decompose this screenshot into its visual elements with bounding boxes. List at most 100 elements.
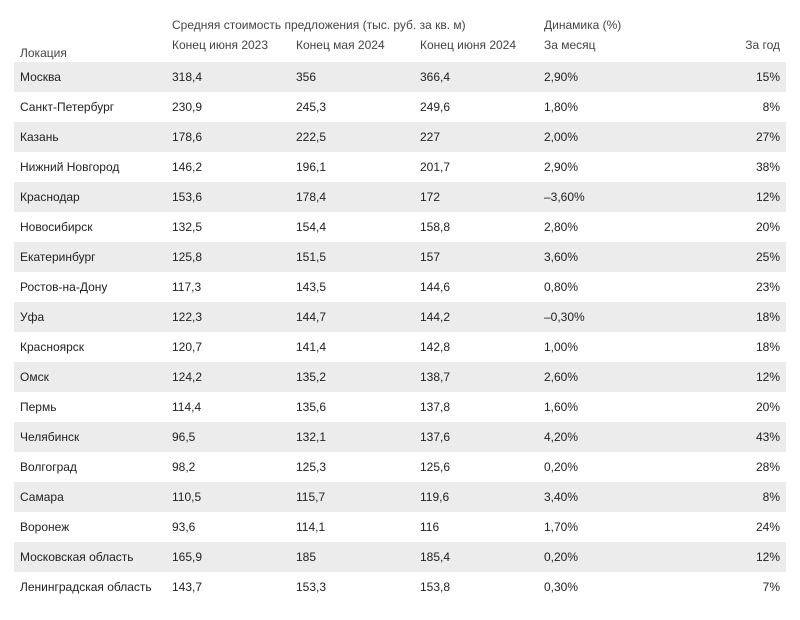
cell-p3: 144,2	[414, 302, 538, 332]
cell-location: Челябинск	[14, 422, 166, 452]
cell-location: Волгоград	[14, 452, 166, 482]
cell-p1: 230,9	[166, 92, 290, 122]
cell-location: Московская область	[14, 542, 166, 572]
cell-p3: 366,4	[414, 62, 538, 92]
header-dyn-group: Динамика (%)	[538, 10, 786, 34]
cell-p1: 318,4	[166, 62, 290, 92]
cell-p3: 137,8	[414, 392, 538, 422]
table-row: Нижний Новгород146,2196,1201,72,90%38%	[14, 152, 786, 182]
header-dy: За год	[662, 34, 786, 62]
cell-dy: 28%	[662, 452, 786, 482]
cell-location: Казань	[14, 122, 166, 152]
cell-p1: 96,5	[166, 422, 290, 452]
cell-p2: 114,1	[290, 512, 414, 542]
table-row: Санкт-Петербург230,9245,3249,61,80%8%	[14, 92, 786, 122]
cell-p1: 178,6	[166, 122, 290, 152]
cell-p3: 157	[414, 242, 538, 272]
table-row: Уфа122,3144,7144,2–0,30%18%	[14, 302, 786, 332]
cell-dy: 20%	[662, 212, 786, 242]
cell-location: Ростов-на-Дону	[14, 272, 166, 302]
cell-location: Пермь	[14, 392, 166, 422]
cell-dm: 2,90%	[538, 152, 662, 182]
cell-dy: 12%	[662, 542, 786, 572]
table-row: Самара110,5115,7119,63,40%8%	[14, 482, 786, 512]
cell-dm: 0,30%	[538, 572, 662, 602]
cell-p1: 120,7	[166, 332, 290, 362]
cell-p2: 151,5	[290, 242, 414, 272]
cell-dy: 12%	[662, 362, 786, 392]
cell-location: Новосибирск	[14, 212, 166, 242]
cell-p2: 143,5	[290, 272, 414, 302]
cell-location: Москва	[14, 62, 166, 92]
header-dm: За месяц	[538, 34, 662, 62]
cell-p2: 141,4	[290, 332, 414, 362]
cell-p2: 144,7	[290, 302, 414, 332]
cell-dm: 3,60%	[538, 242, 662, 272]
cell-dy: 7%	[662, 572, 786, 602]
cell-p3: 185,4	[414, 542, 538, 572]
cell-dm: 2,90%	[538, 62, 662, 92]
cell-p3: 249,6	[414, 92, 538, 122]
cell-dm: 2,60%	[538, 362, 662, 392]
cell-p2: 135,2	[290, 362, 414, 392]
cell-dm: 1,70%	[538, 512, 662, 542]
cell-p2: 222,5	[290, 122, 414, 152]
cell-dm: 1,00%	[538, 332, 662, 362]
cell-p3: 125,6	[414, 452, 538, 482]
table-row: Москва318,4356366,42,90%15%	[14, 62, 786, 92]
cell-p1: 143,7	[166, 572, 290, 602]
cell-dy: 18%	[662, 302, 786, 332]
cell-dy: 20%	[662, 392, 786, 422]
cell-dy: 43%	[662, 422, 786, 452]
table-row: Екатеринбург125,8151,51573,60%25%	[14, 242, 786, 272]
cell-location: Омск	[14, 362, 166, 392]
header-p2: Конец мая 2024	[290, 34, 414, 62]
cell-dm: 1,60%	[538, 392, 662, 422]
cell-p2: 154,4	[290, 212, 414, 242]
cell-p2: 135,6	[290, 392, 414, 422]
cell-p2: 178,4	[290, 182, 414, 212]
cell-p3: 137,6	[414, 422, 538, 452]
cell-p2: 356	[290, 62, 414, 92]
table-row: Казань178,6222,52272,00%27%	[14, 122, 786, 152]
cell-dy: 25%	[662, 242, 786, 272]
header-p3: Конец июня 2024	[414, 34, 538, 62]
cell-location: Нижний Новгород	[14, 152, 166, 182]
cell-p1: 132,5	[166, 212, 290, 242]
table-header: Локация Средняя стоимость предложения (т…	[14, 10, 786, 62]
cell-p1: 122,3	[166, 302, 290, 332]
cell-dy: 38%	[662, 152, 786, 182]
table-row: Новосибирск132,5154,4158,82,80%20%	[14, 212, 786, 242]
cell-dm: –3,60%	[538, 182, 662, 212]
table-row: Волгоград98,2125,3125,60,20%28%	[14, 452, 786, 482]
cell-p1: 117,3	[166, 272, 290, 302]
table-row: Московская область165,9185185,40,20%12%	[14, 542, 786, 572]
cell-location: Красноярск	[14, 332, 166, 362]
cell-p2: 153,3	[290, 572, 414, 602]
cell-dy: 8%	[662, 92, 786, 122]
table-row: Воронеж93,6114,11161,70%24%	[14, 512, 786, 542]
cell-p1: 124,2	[166, 362, 290, 392]
cell-p3: 153,8	[414, 572, 538, 602]
cell-dy: 12%	[662, 182, 786, 212]
cell-dy: 24%	[662, 512, 786, 542]
cell-p3: 201,7	[414, 152, 538, 182]
cell-dy: 15%	[662, 62, 786, 92]
cell-location: Самара	[14, 482, 166, 512]
cell-location: Уфа	[14, 302, 166, 332]
cell-p3: 227	[414, 122, 538, 152]
cell-p1: 110,5	[166, 482, 290, 512]
cell-location: Санкт-Петербург	[14, 92, 166, 122]
cell-p2: 132,1	[290, 422, 414, 452]
price-table: Локация Средняя стоимость предложения (т…	[14, 10, 786, 602]
cell-p2: 185	[290, 542, 414, 572]
table-row: Ленинградская область143,7153,3153,80,30…	[14, 572, 786, 602]
cell-location: Ленинградская область	[14, 572, 166, 602]
cell-dm: 4,20%	[538, 422, 662, 452]
cell-p1: 165,9	[166, 542, 290, 572]
cell-p3: 138,7	[414, 362, 538, 392]
cell-dy: 27%	[662, 122, 786, 152]
cell-dy: 23%	[662, 272, 786, 302]
cell-p2: 125,3	[290, 452, 414, 482]
cell-dy: 8%	[662, 482, 786, 512]
